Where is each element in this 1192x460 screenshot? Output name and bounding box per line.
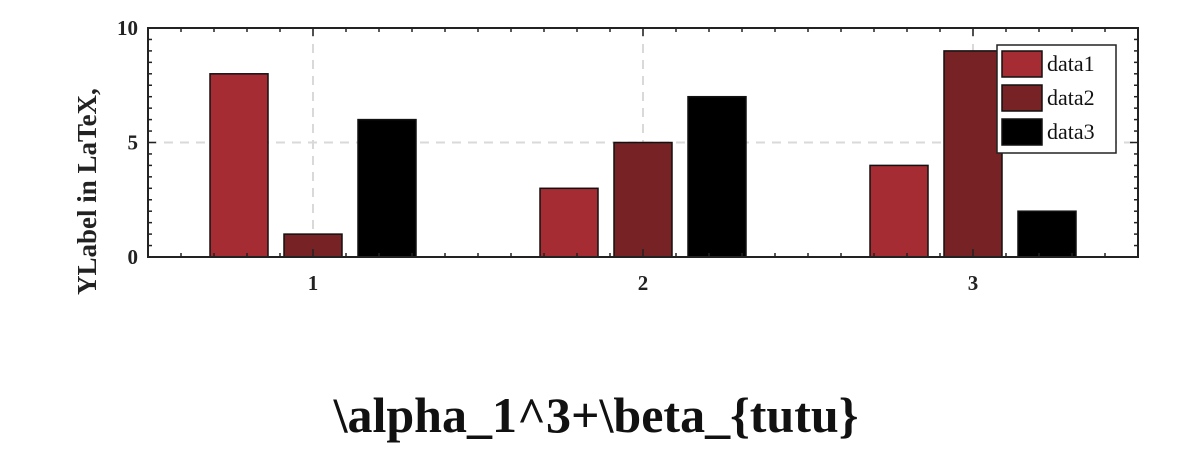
bar-data3-2 [687,95,747,258]
bar-data3-3 [1017,210,1077,258]
x-tick-label: 3 [968,271,979,295]
legend-label-data1: data1 [1047,51,1095,76]
legend-label-data3: data3 [1047,119,1095,144]
legend-swatch-data3 [1001,118,1043,146]
y-tick-label: 10 [117,16,138,40]
legend: data1 data2 data3 [996,44,1117,154]
y-tick-label: 0 [128,245,139,269]
bar-data2-2 [613,141,673,258]
x-axis-label: \alpha_1^3+\beta_{tutu} [333,387,859,443]
bar-data3-1 [357,118,417,258]
bar-data1-3 [869,164,929,258]
legend-swatch-data2 [1001,84,1043,112]
axis-ticks [147,27,1139,258]
bar-data1-2 [539,187,599,258]
x-tick-label: 1 [308,271,319,295]
x-tick-label: 2 [638,271,649,295]
bar-data1-1 [209,73,269,258]
bar-data2-3 [943,50,1003,258]
tick-labels: 1 2 3 0 5 10 [117,16,978,295]
legend-label-data2: data2 [1047,85,1095,110]
legend-swatch-data1 [1001,50,1043,78]
y-axis-label: YLabel in LaTeX, [72,88,102,295]
y-tick-label: 5 [128,131,139,155]
